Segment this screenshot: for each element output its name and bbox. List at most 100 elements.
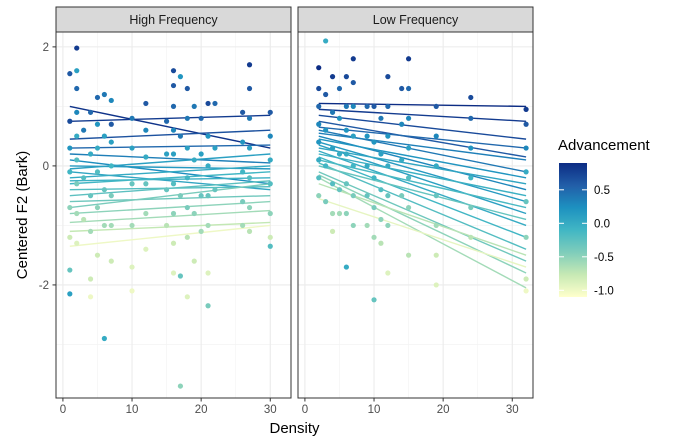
data-point [94, 169, 101, 175]
legend-ticks: 0.5 0.0 -0.5 -1.0 [559, 185, 614, 297]
x-axis-ticks: 0 10 20 30 [60, 398, 277, 416]
data-point [205, 133, 211, 139]
regression-line [69, 153, 271, 164]
data-point [371, 234, 377, 240]
regression-line [69, 114, 271, 122]
data-point [191, 157, 197, 163]
regression-line [318, 114, 527, 140]
data-point [94, 204, 101, 211]
data-point [329, 228, 336, 234]
data-point [343, 181, 349, 187]
data-point [240, 109, 246, 115]
data-point [371, 175, 377, 181]
data-point [240, 199, 246, 205]
data-point [246, 85, 253, 92]
legend-colorbar [559, 163, 587, 297]
data-point [523, 106, 529, 112]
data-point [170, 151, 177, 157]
data-point [343, 74, 349, 80]
regression-line [69, 153, 271, 170]
data-point [523, 145, 529, 151]
data-point [240, 139, 246, 145]
data-point [184, 294, 190, 300]
legend-tick-label: 0.0 [594, 218, 610, 230]
y-tick-label: 2 [43, 42, 49, 54]
legend-tick-label: -0.5 [594, 252, 614, 264]
data-point [385, 74, 391, 80]
regression-line [69, 221, 271, 233]
data-point [385, 270, 391, 276]
data-point [212, 100, 218, 107]
data-point [170, 68, 177, 74]
data-point [94, 94, 101, 101]
data-point [205, 222, 211, 229]
data-point [177, 273, 184, 279]
data-point [523, 288, 529, 294]
x-axis-title: Density [269, 420, 320, 437]
data-point [143, 127, 149, 133]
data-point [405, 115, 412, 121]
data-point [267, 157, 273, 163]
data-point [246, 62, 253, 68]
data-point [74, 157, 80, 163]
panel-regression-lines [69, 105, 271, 247]
data-point [184, 234, 190, 240]
data-point [67, 204, 73, 211]
data-point [170, 210, 177, 217]
regression-line [69, 177, 271, 182]
data-point [170, 127, 177, 133]
data-point [177, 133, 184, 139]
regression-line [69, 171, 271, 185]
panel-border [297, 31, 534, 399]
data-point [378, 151, 384, 157]
data-point [385, 103, 391, 109]
data-point [329, 109, 336, 115]
regression-line [318, 108, 527, 122]
regression-line [318, 147, 527, 185]
data-point [184, 175, 190, 181]
data-point [399, 157, 405, 163]
data-point [267, 133, 273, 139]
data-point [184, 85, 190, 92]
data-point [177, 383, 184, 389]
regression-line [318, 153, 527, 197]
data-point [246, 204, 253, 211]
data-point [433, 193, 439, 199]
legend-tick-label: -1.0 [594, 285, 614, 297]
data-point [371, 139, 377, 145]
data-point [364, 133, 370, 139]
data-point [246, 175, 253, 181]
data-point [74, 240, 80, 246]
x-tick-label: 10 [126, 404, 139, 416]
regression-line [318, 171, 527, 262]
data-point [67, 71, 73, 77]
y-tick-label: -2 [39, 280, 49, 292]
panel-background [298, 32, 533, 398]
data-point [523, 199, 529, 205]
data-point [468, 175, 474, 181]
data-point [129, 145, 135, 151]
data-point [329, 74, 336, 80]
data-point [316, 85, 322, 92]
data-point [523, 234, 529, 240]
data-point [87, 151, 94, 157]
data-point [198, 228, 204, 234]
data-point [212, 145, 218, 151]
data-point [329, 210, 336, 217]
data-point [364, 193, 370, 199]
data-point [523, 276, 529, 282]
data-point [433, 252, 439, 258]
data-point [101, 91, 107, 98]
data-point [246, 145, 253, 151]
data-point [343, 210, 349, 217]
data-point [350, 56, 356, 62]
data-point [246, 115, 253, 121]
data-point [433, 103, 439, 109]
data-point [87, 193, 94, 199]
x-tick-label: 20 [437, 404, 450, 416]
regression-line [318, 120, 527, 158]
data-point [87, 109, 94, 115]
data-point [329, 145, 336, 151]
data-point [163, 187, 170, 193]
data-point [405, 175, 412, 181]
